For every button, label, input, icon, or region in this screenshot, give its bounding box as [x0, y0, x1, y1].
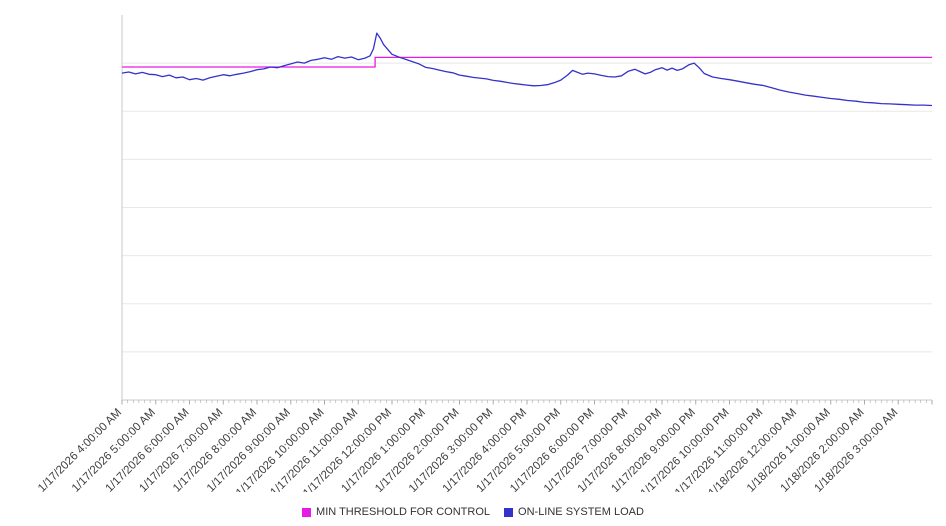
- load-swatch-icon: [504, 507, 514, 517]
- legend-label-load: ON-LINE SYSTEM LOAD: [518, 506, 644, 518]
- chart-canvas: 1/17/2026 4:00:00 AM1/17/2026 5:00:00 AM…: [36, 15, 933, 492]
- chart-legend: MIN THRESHOLD FOR CONTROL ON-LINE SYSTEM…: [0, 506, 946, 518]
- legend-item-threshold[interactable]: MIN THRESHOLD FOR CONTROL: [302, 506, 490, 518]
- legend-item-load[interactable]: ON-LINE SYSTEM LOAD: [504, 506, 644, 518]
- legend-label-threshold: MIN THRESHOLD FOR CONTROL: [316, 506, 491, 518]
- threshold-swatch-icon: [302, 507, 312, 517]
